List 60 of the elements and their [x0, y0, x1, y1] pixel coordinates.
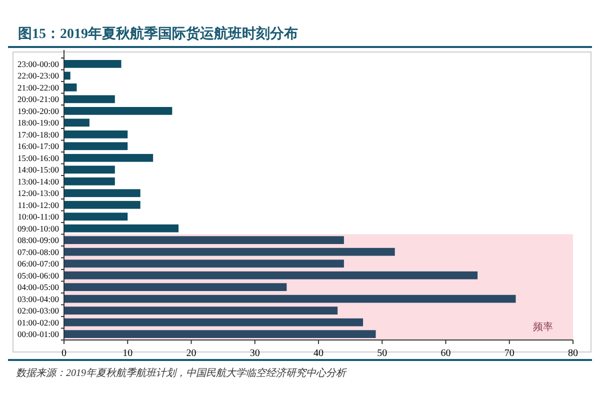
bar	[64, 118, 90, 127]
y-tick-label: 04:00-05:00	[17, 282, 59, 292]
bar	[64, 130, 128, 138]
bar	[64, 271, 478, 280]
x-tick-label: 20	[186, 348, 196, 359]
y-tick-label: 23:00-00:00	[17, 58, 59, 69]
bar	[64, 177, 115, 186]
bar	[64, 248, 395, 256]
y-tick-label: 19:00-20:00	[17, 106, 59, 116]
bar	[64, 294, 516, 303]
y-tick-label: 05:00-06:00	[17, 270, 59, 280]
bar	[64, 95, 115, 104]
x-tick-label: 50	[377, 348, 388, 359]
bar	[64, 224, 179, 232]
bar	[64, 212, 128, 221]
y-tick-label: 14:00-15:00	[17, 164, 59, 175]
y-tick-label: 10:00-11:00	[18, 212, 59, 222]
y-tick-label: 20:00-21:00	[17, 94, 59, 104]
x-tick-label: 0	[62, 348, 66, 359]
x-tick-label: 30	[250, 348, 260, 359]
y-tick-label: 00:00-01:00	[17, 329, 59, 340]
y-tick-label: 11:00-12:00	[18, 200, 59, 210]
bar	[64, 260, 344, 268]
x-tick-label: 10	[122, 348, 133, 359]
y-tick-label: 17:00-18:00	[17, 129, 59, 140]
bar	[64, 200, 140, 209]
bar	[64, 106, 172, 115]
y-tick-label: 09:00-10:00	[17, 223, 59, 234]
bar	[64, 60, 122, 68]
bar	[64, 330, 376, 338]
bar	[64, 142, 128, 150]
y-tick-label: 15:00-16:00	[17, 152, 59, 163]
x-tick-label: 80	[568, 348, 578, 359]
x-tick-label: 40	[314, 348, 324, 359]
bar	[64, 283, 287, 292]
x-tick-label: 70	[504, 348, 514, 359]
bar	[64, 83, 77, 92]
y-tick-label: 12:00-13:00	[17, 188, 59, 198]
y-tick-label: 08:00-09:00	[17, 235, 59, 246]
y-tick-label: 06:00-07:00	[17, 258, 59, 269]
bar	[64, 318, 364, 326]
bar	[64, 189, 140, 198]
y-tick-label: 18:00-19:00	[17, 118, 59, 128]
y-tick-label: 01:00-02:00	[17, 317, 59, 328]
bar	[64, 306, 338, 315]
bar	[64, 166, 115, 174]
y-tick-label: 13:00-14:00	[17, 176, 59, 186]
y-tick-label: 02:00-03:00	[17, 306, 59, 316]
bar	[64, 154, 154, 162]
y-tick-label: 07:00-08:00	[17, 246, 59, 257]
source-note: 数据来源：2019年夏秋航季航班计划，中国民航大学临空经济研究中心分析	[16, 367, 347, 379]
band-label: 频率	[533, 320, 553, 333]
y-tick-label: 22:00-23:00	[17, 70, 59, 81]
y-tick-label: 03:00-04:00	[17, 294, 59, 304]
y-tick-label: 21:00-22:00	[17, 82, 59, 92]
bar	[64, 72, 70, 80]
x-tick-label: 60	[440, 348, 451, 359]
chart-title: 图15：2019年夏秋航季国际货运航班时刻分布	[18, 25, 298, 42]
bar	[64, 236, 344, 244]
y-tick-label: 16:00-17:00	[17, 141, 59, 152]
